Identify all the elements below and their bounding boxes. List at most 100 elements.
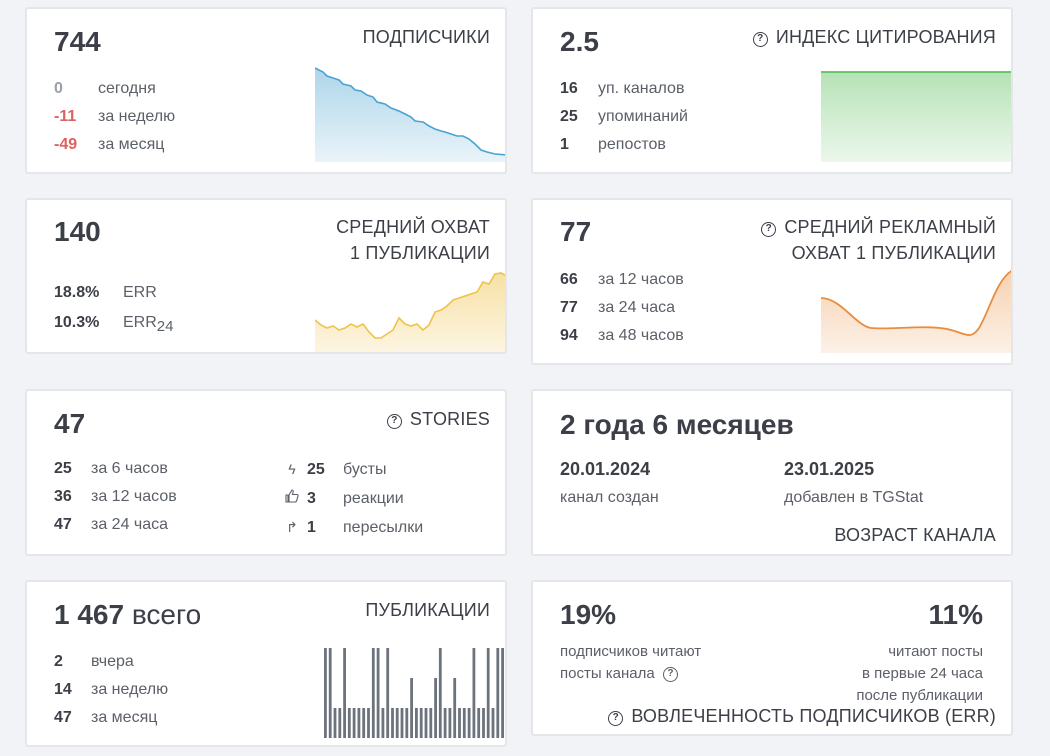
reach-title-line2: 1 ПУБЛИКАЦИИ	[349, 243, 490, 263]
publication-bar	[410, 678, 413, 738]
stat-label: ERR	[123, 284, 157, 301]
engagement-title-text: ВОВЛЕЧЕННОСТЬ ПОДПИСЧИКОВ (ERR)	[631, 706, 996, 726]
stat-label: репостов	[598, 136, 666, 153]
publication-bar	[467, 708, 471, 738]
average-reach-value: 140	[54, 216, 101, 247]
stories-stats: 25 за 6 часов 36 за 12 часов 47 за 24 часа	[54, 455, 177, 539]
question-icon[interactable]: ?	[662, 667, 678, 682]
subscribers-count: 744	[54, 26, 101, 57]
publication-bar	[376, 648, 380, 738]
stat-value: 25	[307, 461, 325, 478]
citation-index-value: 2.5	[560, 26, 599, 57]
publication-bar	[338, 708, 342, 738]
citation-sparkline	[821, 71, 1011, 162]
subscribers-sparkline	[315, 67, 505, 162]
engagement-left-description: подписчиков читают посты канала ?	[560, 641, 701, 685]
publication-bar	[328, 648, 332, 738]
publications-total: 1 467 всего	[54, 599, 201, 631]
publication-bar	[386, 648, 390, 738]
publication-bar	[381, 708, 385, 738]
stat-label: за 24 часа	[91, 516, 169, 533]
stat-row: ↱ 1 пересылки	[283, 513, 423, 542]
publications-total-unit: всего	[131, 599, 202, 630]
stat-label: бусты	[343, 461, 387, 478]
engagement-right-percent: 11%	[928, 599, 984, 630]
stat-value: -49	[54, 136, 78, 153]
publication-bar	[405, 708, 409, 738]
publication-bar	[496, 648, 500, 738]
publications-card[interactable]: 1 467 всего ПУБЛИКАЦИИ 2 вчера 14 за недел…	[25, 580, 507, 747]
engagement-card[interactable]: 19% подписчиков читают посты канала ? 11…	[531, 580, 1013, 736]
stat-row: 2 вчера	[54, 648, 168, 676]
publication-bar	[482, 708, 485, 738]
engagement-title: ? ВОВЛЕЧЕННОСТЬ ПОДПИСЧИКОВ (ERR)	[608, 703, 996, 729]
publication-bar	[362, 708, 366, 738]
citation-card[interactable]: 2.5 ? ИНДЕКС ЦИТИРОВАНИЯ 16 уп. каналов 25…	[531, 7, 1013, 174]
engagement-right-line2: в первые 24 часа	[861, 665, 983, 682]
subscribers-stats: 0 сегодня -11 за неделю -49 за месяц	[54, 75, 175, 159]
ad-reach-value: 77	[560, 216, 592, 247]
publication-bar	[438, 648, 442, 738]
engagement-right-line3: после публикации	[856, 687, 983, 704]
publication-bar	[501, 648, 504, 738]
publication-bar	[371, 648, 375, 738]
stat-row: 36 за 12 часов	[54, 483, 177, 511]
reach-card[interactable]: 140 СРЕДНИЙ ОХВАТ 1 ПУБЛИКАЦИИ 18.8% ERR …	[25, 198, 507, 354]
stat-value: 18.8%	[54, 284, 100, 301]
stat-row: 3 реакции	[283, 484, 423, 513]
created-date: 20.01.2024	[560, 459, 651, 479]
stat-label: пересылки	[343, 519, 424, 536]
publication-bar	[472, 648, 476, 738]
stat-label: за неделю	[98, 108, 176, 125]
publication-bar	[477, 708, 481, 738]
stat-value: 47	[54, 709, 72, 726]
stat-row: 1 репостов	[560, 131, 688, 159]
forward-arrow-icon: ↱	[286, 519, 298, 535]
reach-stats: 18.8% ERR 10.3% ERR24	[54, 278, 173, 342]
publication-bar	[367, 708, 370, 738]
publications-total-value: 1 467	[54, 599, 125, 630]
created-label: канал создан	[560, 489, 659, 506]
stories-count: 47	[54, 408, 86, 439]
publication-bar	[462, 708, 466, 738]
lightning-icon: ϟ	[288, 461, 296, 477]
publication-bar	[448, 708, 452, 738]
stat-value: 10.3%	[54, 314, 100, 331]
publication-bar	[443, 708, 447, 738]
stat-row: ϟ 25 бусты	[283, 455, 423, 484]
ad-reach-card[interactable]: 77 ? СРЕДНИЙ РЕКЛАМНЫЙ ОХВАТ 1 ПУБЛИКАЦИИ…	[531, 198, 1013, 365]
citation-title: ? ИНДЕКС ЦИТИРОВАНИЯ	[752, 24, 996, 50]
publication-bar	[347, 708, 351, 738]
stat-row: 14 за неделю	[54, 676, 168, 704]
question-icon[interactable]: ?	[761, 222, 777, 237]
publications-title: ПУБЛИКАЦИИ	[365, 600, 490, 620]
citation-stats: 16 уп. каналов 25 упоминаний 1 репостов	[560, 75, 688, 159]
question-icon[interactable]: ?	[386, 414, 402, 429]
stat-value: 94	[560, 327, 578, 344]
stories-title: ? STORIES	[386, 406, 490, 432]
channel-age-value: 2 года 6 месяцев	[560, 409, 794, 440]
subscribers-title: ПОДПИСЧИКИ	[362, 27, 490, 47]
stat-value: 25	[54, 460, 72, 477]
stat-row: -11 за неделю	[54, 103, 175, 131]
stat-value: -11	[54, 108, 77, 125]
stories-card[interactable]: 47 ? STORIES 25 за 6 часов 36 за 12 часов 4…	[25, 389, 507, 556]
publication-bar	[352, 708, 356, 738]
ad-reach-title: ? СРЕДНИЙ РЕКЛАМНЫЙ ОХВАТ 1 ПУБЛИКАЦИИ	[761, 214, 996, 266]
stat-value: 1	[307, 519, 316, 536]
publication-bar	[453, 678, 457, 738]
stat-label: за 48 часов	[598, 327, 684, 344]
stat-label: сегодня	[98, 80, 156, 97]
publication-bar	[491, 708, 495, 738]
stat-value: 3	[307, 490, 316, 507]
stories-title-text: STORIES	[409, 409, 490, 429]
stat-label: за месяц	[98, 136, 165, 153]
subscribers-card[interactable]: 744 ПОДПИСЧИКИ 0 сегодня -11 за неделю -49…	[25, 7, 507, 174]
question-icon[interactable]: ?	[752, 32, 768, 47]
channel-age-card[interactable]: 2 года 6 месяцев 20.01.2024 канал создан…	[531, 389, 1013, 556]
question-icon[interactable]: ?	[608, 711, 624, 726]
stat-value: 25	[560, 108, 578, 125]
stat-row: 18.8% ERR	[54, 278, 173, 308]
publication-bar	[324, 648, 327, 738]
stat-row: 25 за 6 часов	[54, 455, 177, 483]
